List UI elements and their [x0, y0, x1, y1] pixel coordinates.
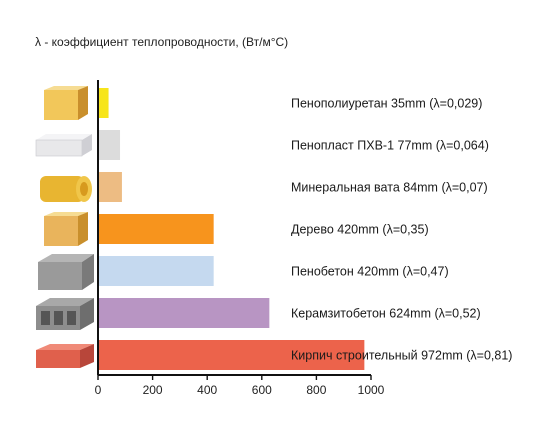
x-tick-label: 800 [306, 383, 326, 397]
foam-concrete-block-icon [38, 254, 94, 290]
material-icons [35, 86, 94, 368]
bar-label-2: Пенопласт ПХВ-1 77mm (λ=0,064) [291, 139, 489, 153]
bar-label-6: Керамзитобетон 624mm (λ=0,52) [291, 307, 481, 321]
bar-7 [99, 340, 365, 370]
x-axis-ticks: 0 200 400 600 800 1000 [95, 375, 385, 397]
bars [99, 88, 365, 370]
bar-label-3: Минеральная вата 84mm (λ=0,07) [291, 181, 488, 195]
bar-label-7: Кирпич строительный 972mm (λ=0,81) [291, 349, 512, 363]
bar-labels: Пенополиуретан 35mm (λ=0,029) Пенопласт П… [291, 97, 512, 363]
bar-6 [99, 298, 270, 328]
mineral-wool-roll-icon [40, 176, 92, 202]
bar-1 [99, 88, 109, 118]
bar-2 [99, 130, 121, 160]
x-tick-label: 200 [143, 383, 163, 397]
x-tick-label: 1000 [358, 383, 385, 397]
polystyrene-foam-block-icon [35, 134, 92, 157]
bar-3 [99, 172, 122, 202]
bar-5 [99, 256, 214, 286]
bar-4 [99, 214, 214, 244]
bar-label-4: Дерево 420mm (λ=0,35) [291, 223, 429, 237]
brick-icon [36, 344, 94, 368]
wood-block-icon [44, 212, 88, 246]
x-tick-label: 0 [95, 383, 102, 397]
chart-axes [97, 80, 371, 376]
x-tick-label: 400 [197, 383, 217, 397]
bar-label-5: Пенобетон 420mm (λ=0,47) [291, 265, 449, 279]
polyurethane-foam-block-icon [44, 86, 88, 120]
expanded-clay-concrete-block-icon [36, 298, 94, 330]
bar-label-1: Пенополиуретан 35mm (λ=0,029) [291, 97, 482, 111]
x-tick-label: 600 [252, 383, 272, 397]
chart-caption: λ - коэффициент теплопроводности, (Вт/м°… [35, 35, 289, 49]
